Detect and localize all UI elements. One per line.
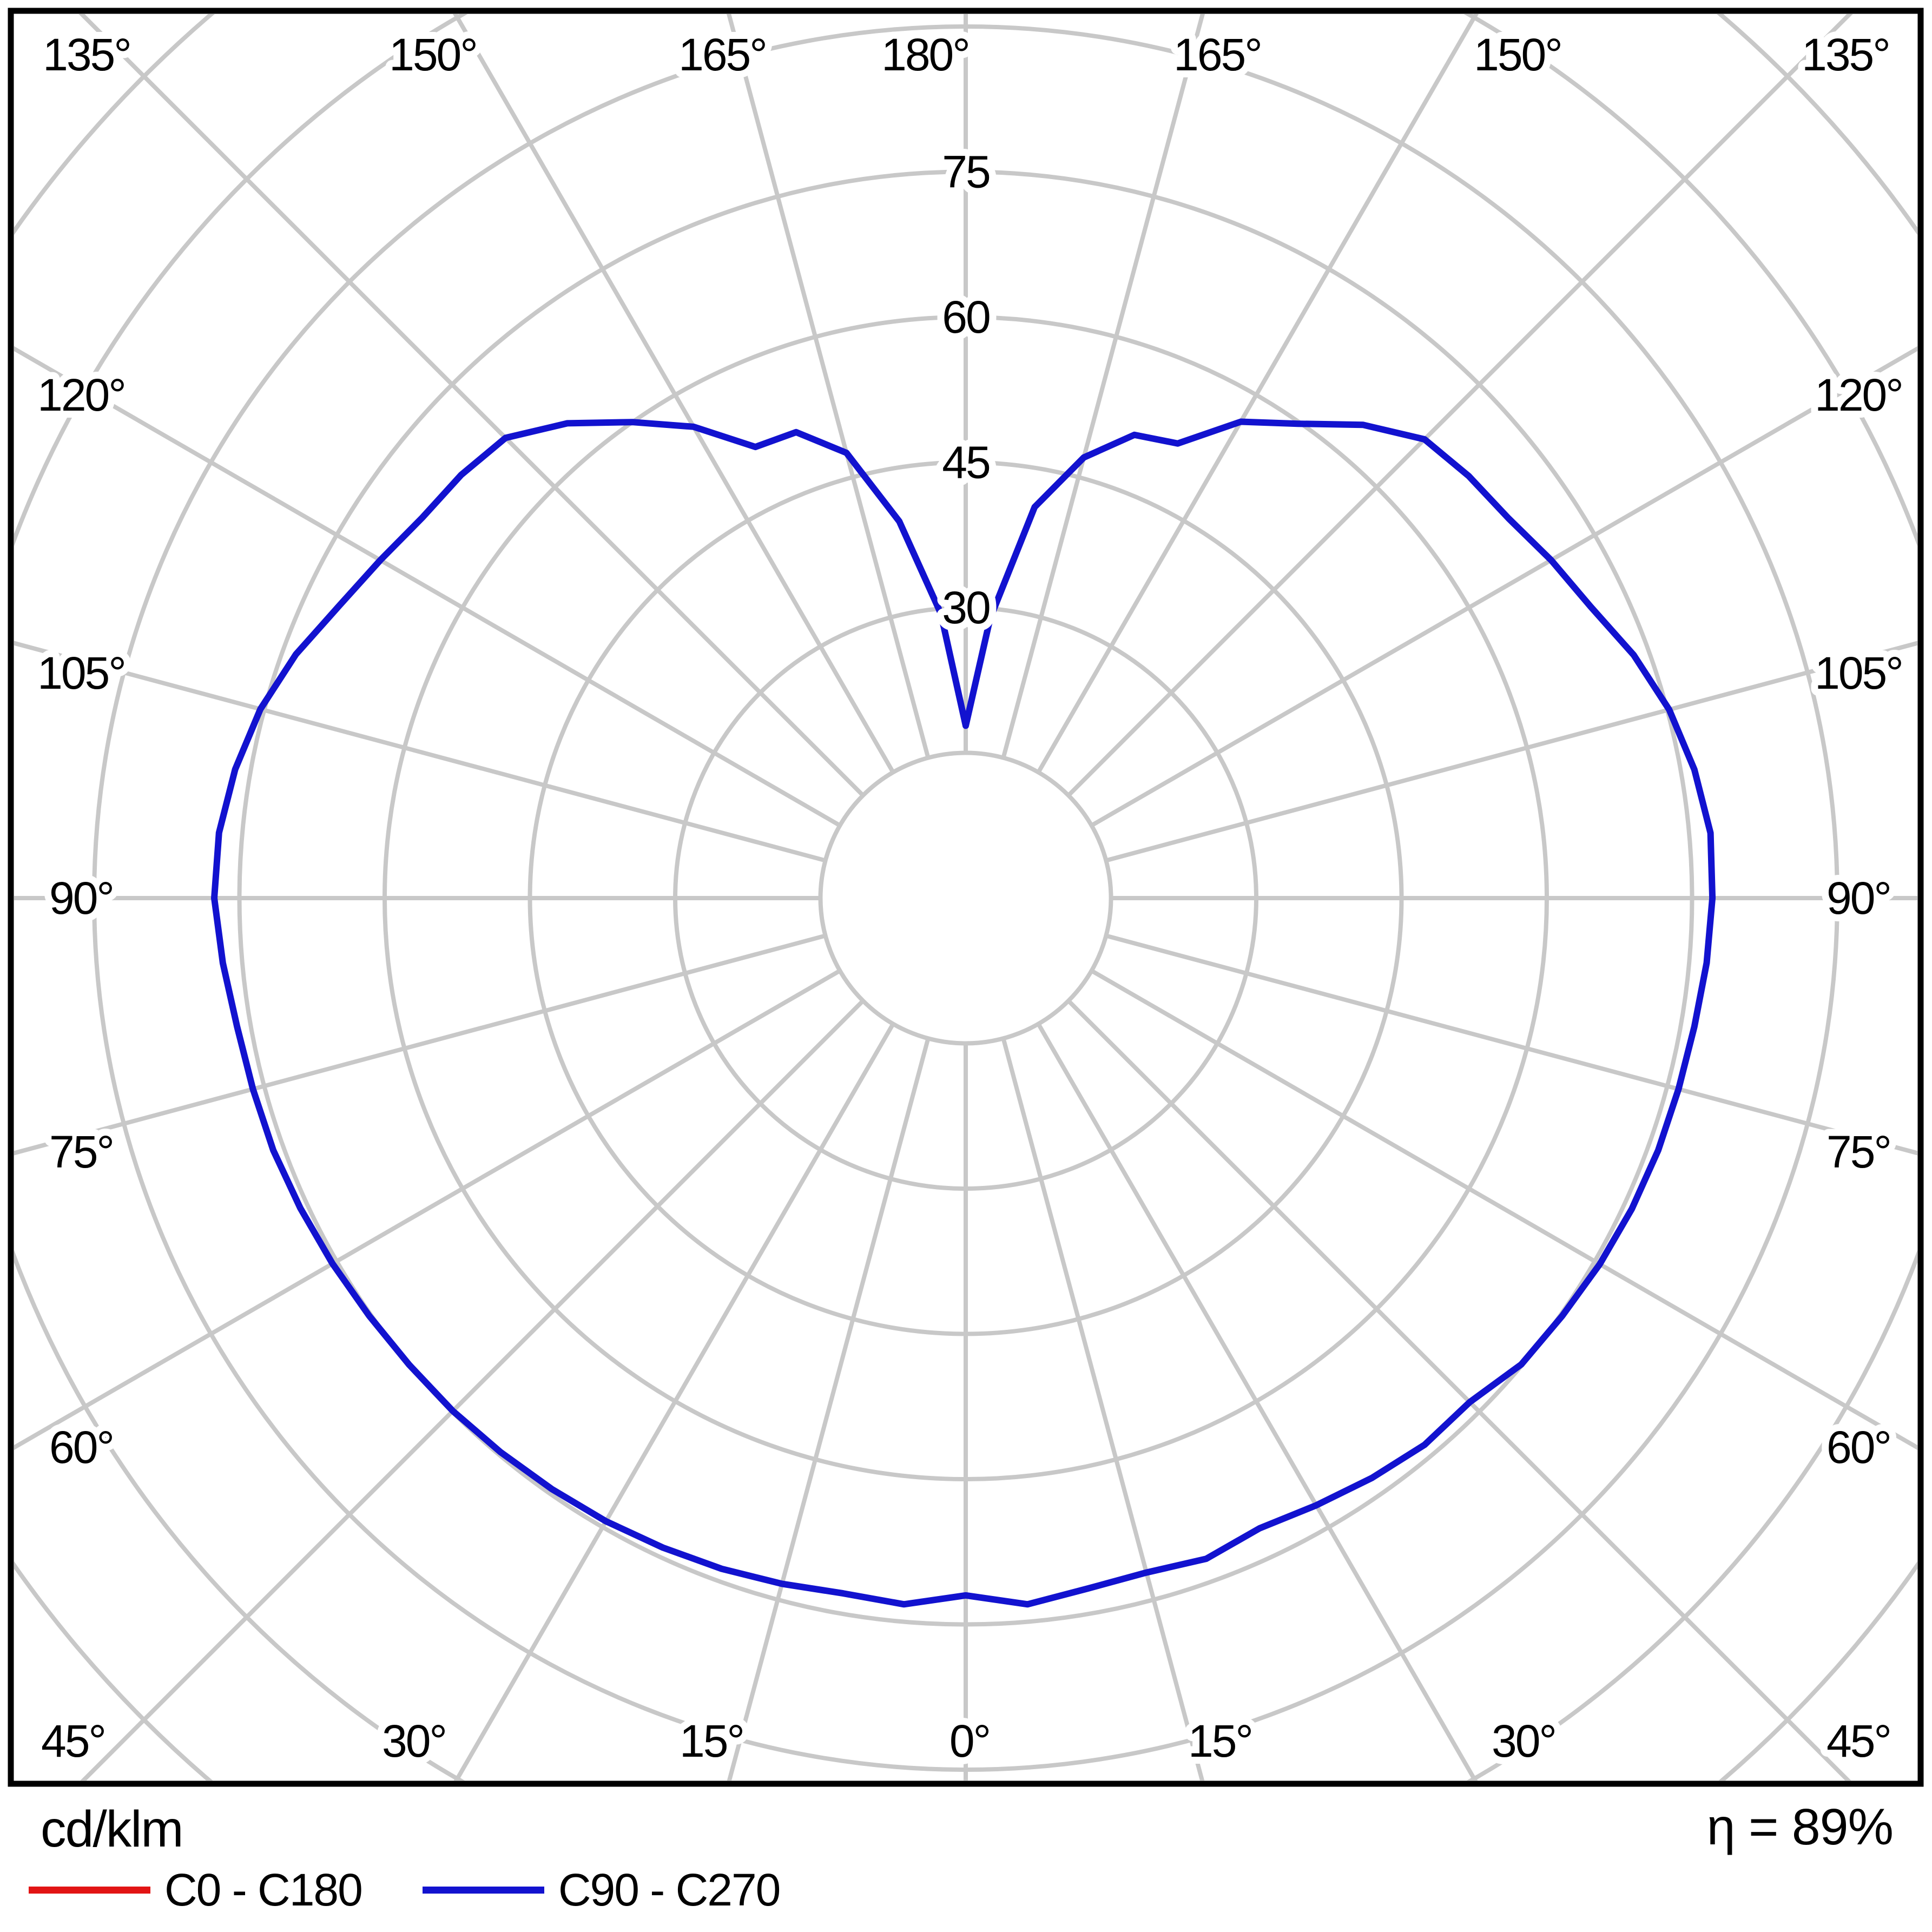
angle-label-left: 105° <box>37 648 125 698</box>
angle-label-bottom: 45° <box>1827 1716 1890 1766</box>
angle-label-right: 75° <box>1827 1126 1890 1177</box>
legend-label-c90-c270: C90 - C270 <box>558 1864 781 1915</box>
radial-tick-label: 30 <box>942 582 990 633</box>
unit-label: cd/klm <box>41 1801 183 1858</box>
legend: C0 - C180 C90 - C270 <box>29 1864 781 1916</box>
radial-tick-label: 60 <box>942 292 990 342</box>
angle-label-left: 90° <box>49 873 113 924</box>
angle-label-top: 165° <box>1173 29 1261 80</box>
radial-tick-label: 75 <box>942 147 990 197</box>
angle-label-top: 135° <box>43 29 130 80</box>
angle-label-bottom: 30° <box>382 1716 446 1766</box>
radial-tick-label: 45 <box>942 437 990 488</box>
angle-label-right: 105° <box>1815 648 1902 698</box>
angle-label-right: 60° <box>1827 1422 1890 1473</box>
angle-label-bottom: 45° <box>41 1716 105 1766</box>
angle-label-top: 135° <box>1802 29 1889 80</box>
angle-label-left: 120° <box>37 370 125 420</box>
legend-item-c90-c270: C90 - C270 <box>422 1864 781 1916</box>
legend-item-c0-c180: C0 - C180 <box>29 1864 363 1916</box>
angle-label-right: 120° <box>1815 370 1902 420</box>
legend-swatch-c0-c180 <box>29 1887 150 1894</box>
chart-frame <box>8 8 1924 1787</box>
chart-footer: cd/klm η = 89% C0 - C180 C90 - C270 <box>0 1784 1932 1932</box>
angle-label-top: 150° <box>1474 29 1561 80</box>
angle-label-bottom: 30° <box>1492 1716 1555 1766</box>
curve-c90-c270 <box>211 418 1716 1608</box>
angle-label-right: 90° <box>1827 873 1890 924</box>
efficiency-label: η = 89% <box>1706 1798 1894 1856</box>
axis-labels: 135° 150° 165° 180° 165° 150° 135° 45° 30° 15° 0° 1… <box>30 22 1911 1773</box>
angle-label-left: 60° <box>49 1422 113 1473</box>
legend-label-c0-c180: C0 - C180 <box>164 1864 363 1915</box>
angle-label-bottom: 0° <box>949 1716 990 1766</box>
angle-label-top: 165° <box>678 29 766 80</box>
legend-swatch-c90-c270 <box>422 1887 544 1894</box>
angle-label-left: 75° <box>49 1126 113 1177</box>
angle-label-bottom: 15° <box>1188 1716 1252 1766</box>
angle-label-bottom: 15° <box>680 1716 743 1766</box>
angle-label-top: 150° <box>389 29 477 80</box>
angle-label-top: 180° <box>881 29 969 80</box>
